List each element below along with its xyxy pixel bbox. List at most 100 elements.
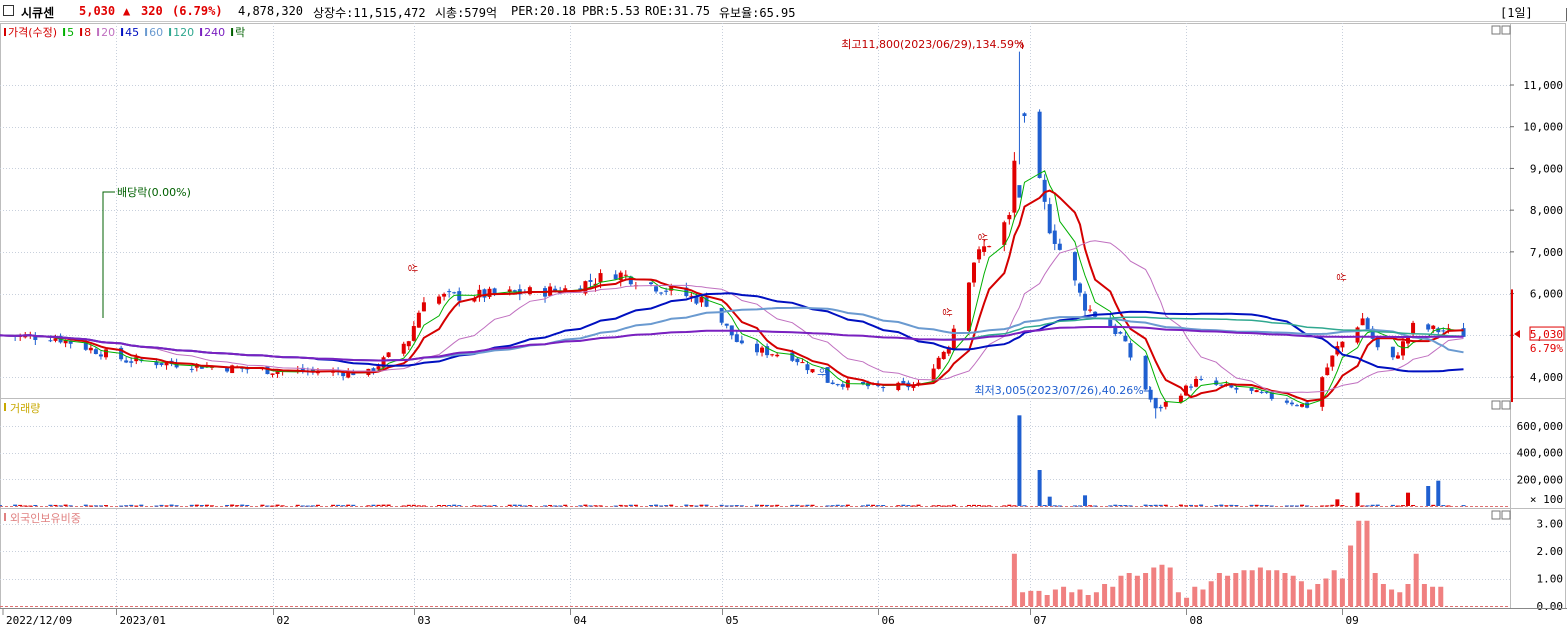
candle — [1017, 51, 1022, 198]
foreign-bar — [1200, 589, 1206, 606]
volume-bar — [649, 505, 654, 507]
candle — [447, 288, 452, 298]
volume-bar — [623, 505, 628, 507]
volume-bar — [669, 504, 674, 506]
volume-bar — [442, 505, 447, 507]
volume-bar — [719, 504, 724, 506]
candle-body — [830, 382, 835, 385]
candle-body — [694, 295, 699, 304]
volume-bar — [1199, 504, 1204, 506]
volume-bar — [366, 505, 371, 507]
select-checkbox[interactable] — [3, 5, 14, 16]
volume-bar — [664, 505, 669, 507]
candle-body — [124, 360, 129, 363]
candle-body — [1325, 367, 1330, 376]
candle-body — [315, 372, 320, 374]
candle-body — [1083, 293, 1088, 311]
candle — [189, 365, 194, 373]
volume-bar — [401, 505, 406, 507]
volume-bar — [845, 504, 850, 506]
candle-body — [1072, 252, 1077, 281]
foreign-bar — [1151, 567, 1157, 606]
ma8-line — [0, 189, 1464, 403]
change-value: 320 — [141, 4, 163, 18]
volume-legend-swatch — [4, 403, 6, 411]
volume-bar — [189, 504, 194, 506]
volume-bar — [1390, 504, 1395, 506]
candle-body — [1431, 325, 1436, 329]
candle — [739, 335, 744, 345]
candle — [1259, 390, 1264, 394]
volume-bar — [1335, 499, 1340, 506]
volume-bar — [755, 504, 759, 506]
foreign-bar — [1364, 520, 1370, 606]
candle-body — [1441, 330, 1446, 332]
foreign-bar — [1093, 592, 1099, 606]
candle-body — [457, 291, 462, 301]
candle — [1249, 387, 1254, 395]
volume-bar — [1355, 492, 1360, 506]
candle-body — [901, 380, 906, 384]
candle — [1047, 197, 1052, 235]
volume-bar — [199, 505, 204, 507]
volume-bar — [93, 505, 98, 507]
foreign-bar — [1405, 584, 1411, 606]
legend-swatch — [63, 28, 66, 36]
volume-bar — [1214, 505, 1219, 507]
candle — [613, 270, 618, 280]
candle — [1194, 376, 1199, 388]
volume-bar — [588, 505, 593, 507]
candle-body — [775, 354, 780, 357]
volume-bar — [265, 505, 270, 507]
period-selector[interactable]: [1일] — [1500, 6, 1533, 20]
volume-bar — [729, 505, 734, 507]
foreign-bar — [1348, 545, 1354, 606]
candle-body — [825, 367, 830, 383]
foreign-bar — [1257, 567, 1263, 606]
candle-body — [1390, 346, 1395, 358]
volume-bar — [1178, 504, 1183, 506]
candle-body — [1163, 401, 1168, 407]
legend-swatch — [169, 28, 172, 36]
foreign-bar — [1011, 553, 1017, 606]
foreign-bar — [1266, 570, 1272, 606]
volume-bar — [209, 505, 214, 507]
candle — [1007, 212, 1012, 225]
candle — [972, 262, 977, 287]
volume-bar — [1113, 504, 1118, 506]
volume-bar — [83, 504, 88, 506]
volume-bar — [977, 504, 982, 506]
panel-close-icon — [1501, 400, 1511, 410]
candle-body — [492, 288, 497, 294]
candle-body — [159, 363, 164, 366]
candle — [98, 351, 103, 360]
volume-bar — [1234, 505, 1239, 507]
candle-body — [1264, 391, 1269, 393]
volume-bar — [1148, 504, 1153, 506]
volume-bar — [987, 505, 992, 507]
candle — [477, 284, 482, 302]
volume-bar — [517, 504, 522, 506]
candle-body — [755, 343, 759, 353]
foreign-label: 외국인보유비중 — [10, 512, 81, 525]
foreign-bar — [1413, 553, 1419, 606]
foreign-bar — [1175, 592, 1181, 606]
volume-bar — [628, 504, 633, 506]
candle-body — [911, 385, 916, 388]
candle — [103, 347, 108, 360]
candle-body — [1269, 392, 1274, 399]
price-tick-label: 4,000 — [1530, 371, 1563, 384]
volume-value: 4,878,320 — [238, 4, 304, 18]
candle-body — [437, 296, 442, 304]
x-tick-label: 07 — [1034, 614, 1047, 627]
candle — [770, 353, 775, 357]
candle-body — [982, 246, 987, 252]
volume-bar — [578, 505, 583, 507]
candle-body — [790, 352, 795, 361]
volume-bar — [881, 505, 886, 507]
candle-body — [1219, 384, 1224, 386]
volume-bar — [280, 505, 285, 507]
volume-bar — [1325, 505, 1330, 507]
legend-label-4: 45 — [125, 26, 139, 39]
